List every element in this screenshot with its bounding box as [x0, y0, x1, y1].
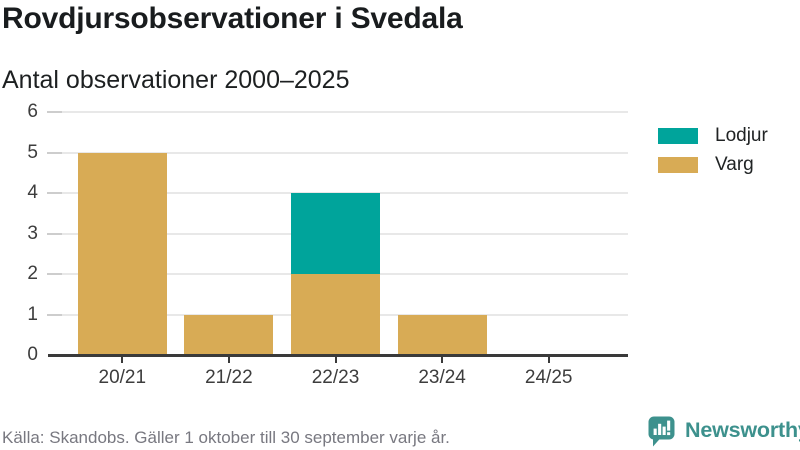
legend-swatch-varg — [658, 157, 698, 173]
gridline — [48, 111, 628, 113]
x-axis-label: 24/25 — [524, 367, 573, 388]
legend-swatch-lodjur — [658, 128, 698, 144]
x-axis-tick — [441, 357, 444, 363]
legend-item-lodjur: Lodjur — [658, 125, 768, 146]
x-axis-tick — [121, 357, 124, 363]
chart-title: Rovdjursobservationer i Svedala — [2, 2, 463, 35]
legend-item-varg: Varg — [658, 154, 768, 175]
source-note: Källa: Skandobs. Gäller 1 oktober till 3… — [2, 428, 450, 447]
bar-segment-varg-21/22 — [184, 314, 274, 355]
x-axis-label: 23/24 — [418, 367, 466, 388]
y-axis-label: 6 — [27, 101, 38, 122]
y-axis-tick — [47, 273, 62, 275]
newsworthy-wordmark: Newsworthy — [685, 418, 800, 442]
bar-segment-varg-23/24 — [397, 314, 487, 355]
x-axis-tick — [334, 357, 337, 363]
x-axis-tick — [547, 357, 550, 363]
y-axis-tick — [47, 111, 62, 113]
x-axis-tick — [227, 357, 230, 363]
y-axis-tick — [47, 192, 62, 194]
y-axis-label: 0 — [27, 344, 38, 365]
y-axis-tick — [47, 151, 62, 154]
y-axis-label: 3 — [27, 222, 38, 244]
bar-segment-varg-20/21 — [77, 152, 167, 355]
legend: Lodjur Varg — [658, 125, 768, 186]
y-axis-label: 4 — [27, 182, 38, 203]
chart-subtitle: Antal observationer 2000–2025 — [2, 66, 350, 94]
legend-label-lodjur: Lodjur — [715, 125, 768, 146]
x-axis-line — [48, 354, 628, 357]
y-axis-label: 5 — [27, 141, 38, 163]
bar-segment-lodjur-22/23 — [291, 193, 380, 274]
y-axis-tick — [47, 313, 62, 316]
newsworthy-logo: Newsworthy — [645, 414, 800, 447]
legend-label-varg: Varg — [715, 154, 754, 175]
x-axis-label: 22/23 — [311, 367, 360, 388]
x-axis-label: 20/21 — [98, 367, 147, 388]
newsworthy-speech-bubble-bar-chart-icon — [648, 416, 675, 447]
y-axis-label: 1 — [27, 303, 38, 325]
y-axis-tick — [47, 232, 62, 235]
bar-segment-varg-22/23 — [291, 274, 380, 355]
y-axis-label: 2 — [27, 263, 38, 284]
gridline — [48, 151, 628, 154]
x-axis-label: 21/22 — [205, 367, 253, 388]
